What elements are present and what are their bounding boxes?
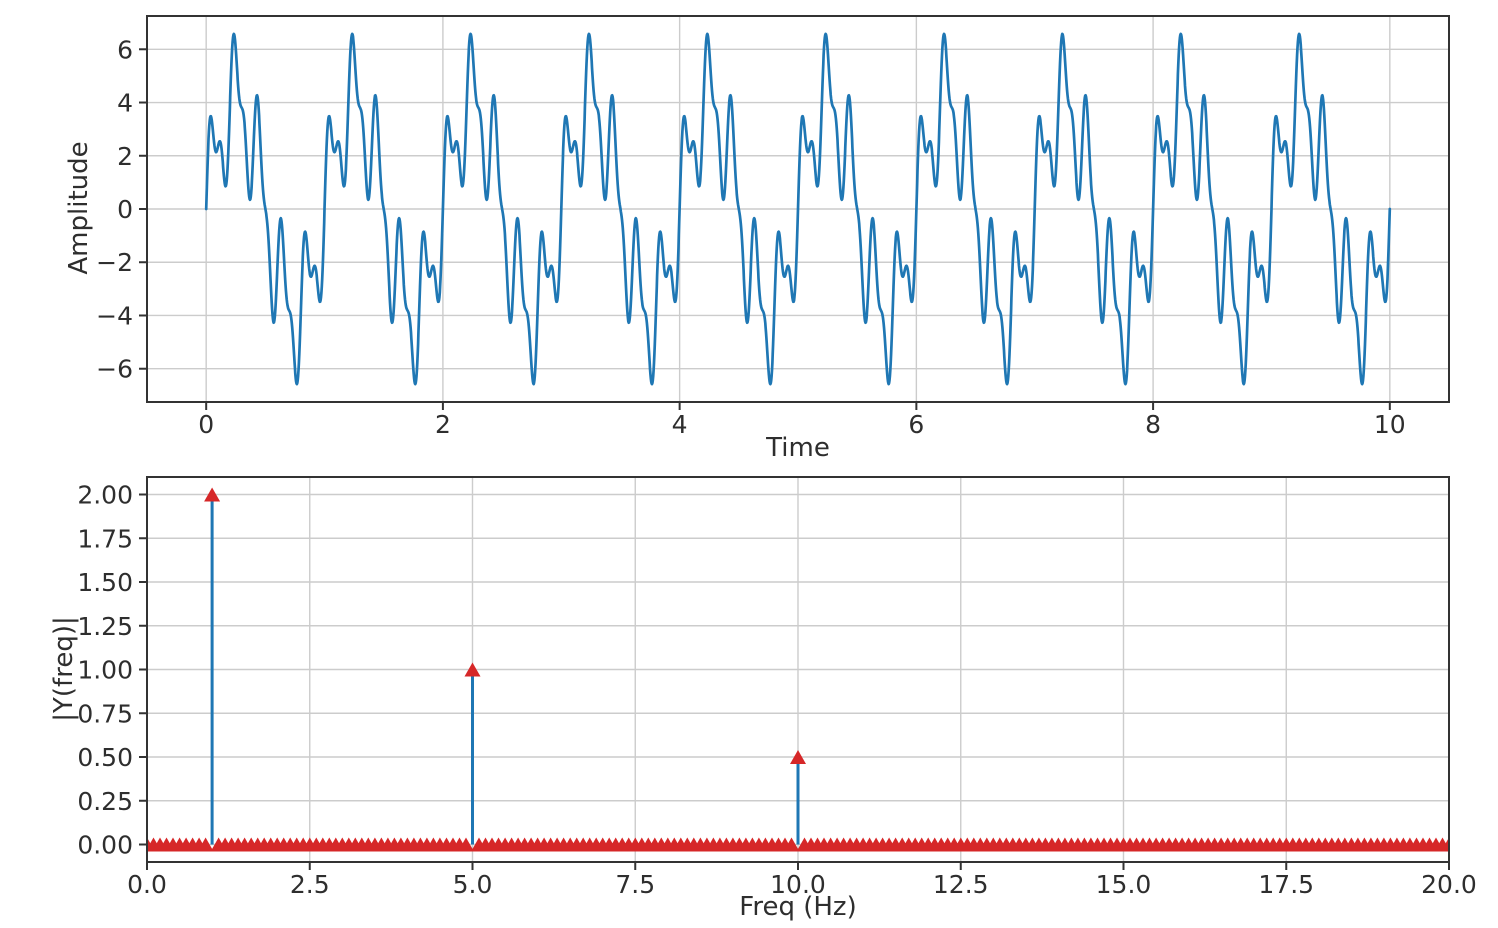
y-tick-label: 1.00 xyxy=(77,656,133,685)
waveform-line xyxy=(204,32,1392,386)
y-tick-label: 1.25 xyxy=(77,612,133,641)
x-tick-label: 12.5 xyxy=(933,870,989,899)
x-tick-label: 2 xyxy=(435,410,451,439)
x-tick-label: 0.0 xyxy=(127,870,167,899)
y-tick-label: 0.75 xyxy=(77,699,133,728)
x-tick-label: 6 xyxy=(908,410,924,439)
x-tick-label: 8 xyxy=(1145,410,1161,439)
y-tick-label: 4 xyxy=(117,89,133,118)
x-tick-label: 0 xyxy=(198,410,214,439)
baseline-marker xyxy=(1441,837,1449,852)
y-tick-label: 1.50 xyxy=(77,568,133,597)
peak-marker-10hz xyxy=(790,750,806,764)
y-tick-label: 0.25 xyxy=(77,787,133,816)
y-tick-label: 6 xyxy=(117,35,133,64)
top-plot-xlabel: Time xyxy=(766,433,830,463)
x-tick-label: 15.0 xyxy=(1096,870,1152,899)
y-tick-label: 0.00 xyxy=(77,831,133,860)
peak-marker-5hz xyxy=(464,662,481,677)
x-tick-label: 10.0 xyxy=(770,870,826,899)
stem-plot xyxy=(147,487,1449,852)
x-tick-label: 20.0 xyxy=(1421,870,1477,899)
x-tick-label: 5.0 xyxy=(453,870,493,899)
x-tick-label: 7.5 xyxy=(615,870,655,899)
x-tick-label: 17.5 xyxy=(1258,870,1314,899)
peak-marker-1hz xyxy=(204,487,221,502)
baseline-marker xyxy=(783,837,800,852)
bottom-plot-ylabel: |Y(freq)| xyxy=(49,616,79,722)
bottom-plot-xlabel: Freq (Hz) xyxy=(739,892,857,922)
y-tick-label: 2.00 xyxy=(77,481,133,510)
y-tick-label: 2 xyxy=(117,142,133,171)
x-tick-label: 10 xyxy=(1374,410,1406,439)
y-tick-label: 0 xyxy=(117,195,133,224)
baseline-marker xyxy=(458,837,474,852)
top-plot-ylabel: Amplitude xyxy=(64,141,94,275)
x-tick-label: 4 xyxy=(672,410,688,439)
y-tick-label: −6 xyxy=(96,355,133,384)
y-tick-label: 0.50 xyxy=(77,743,133,772)
y-tick-label: 1.75 xyxy=(77,524,133,553)
ticks-axes-1: 0.0 2.5 5.0 7.5 10.0 12.5 15.0 17.5 20.0 0.00 0.25… xyxy=(77,481,1477,900)
baseline-marker xyxy=(197,837,214,852)
ticks-axes-0: 0 2 4 6 8 10 −6 −4 −2 0 2 4 6 xyxy=(96,35,1406,439)
y-tick-label: −4 xyxy=(96,301,133,330)
x-tick-label: 2.5 xyxy=(290,870,330,899)
y-tick-label: −2 xyxy=(96,248,133,277)
